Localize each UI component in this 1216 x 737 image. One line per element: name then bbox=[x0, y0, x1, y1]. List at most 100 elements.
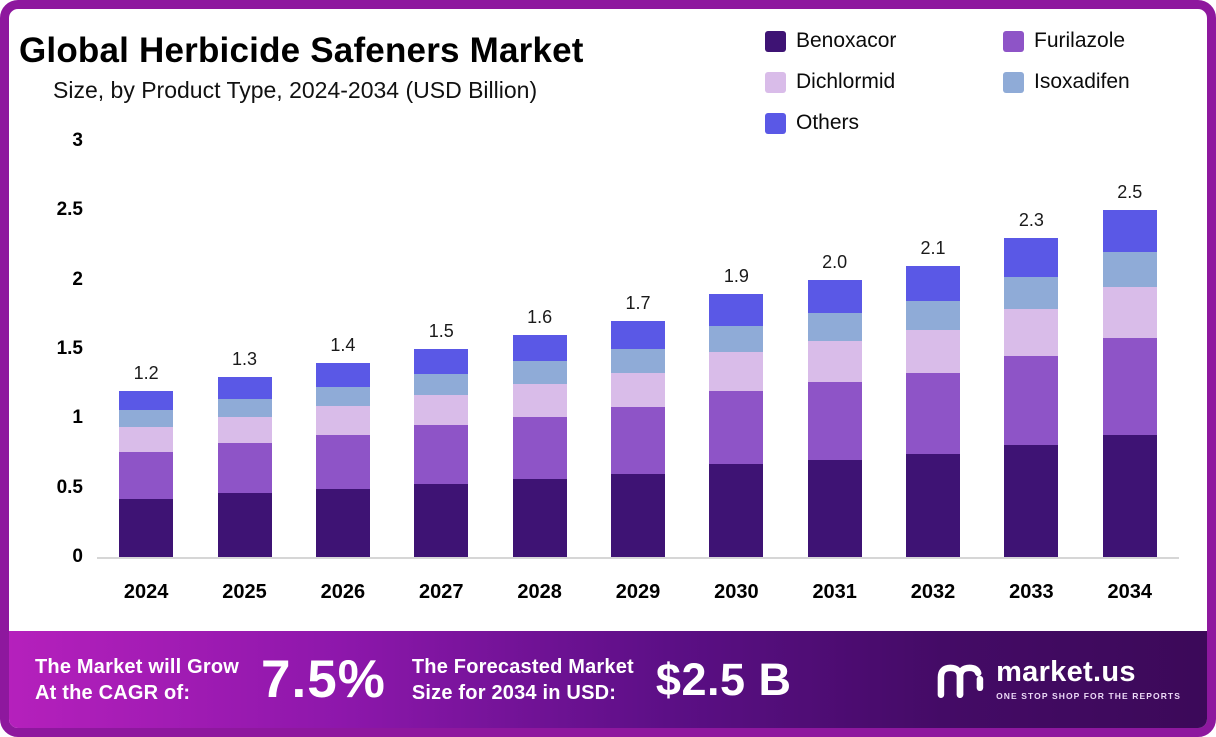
bar-column: 1.6 bbox=[490, 141, 588, 557]
bar-stack bbox=[610, 321, 665, 557]
bar-column: 2.1 bbox=[884, 141, 982, 557]
bar-segment-isoxadifen bbox=[709, 325, 764, 352]
bar-stack bbox=[709, 293, 764, 557]
bar-segment-benoxacor bbox=[414, 483, 469, 557]
bar-segment-furilazole bbox=[807, 382, 862, 460]
bar-segment-isoxadifen bbox=[807, 312, 862, 341]
brand-tagline: ONE STOP SHOP FOR THE REPORTS bbox=[996, 691, 1181, 701]
legend-swatch bbox=[765, 112, 786, 134]
bar-total-label: 1.6 bbox=[527, 307, 553, 328]
x-tick-label: 2025 bbox=[222, 581, 267, 603]
bar-segment-others bbox=[119, 390, 174, 411]
bar-segment-furilazole bbox=[119, 451, 174, 499]
bar-segment-isoxadifen bbox=[217, 399, 272, 418]
bar-segment-dichlormid bbox=[315, 405, 370, 436]
legend-item-dichlormid: Dichlormid bbox=[765, 70, 1003, 94]
forecast-label: The Forecasted Market Size for 2034 in U… bbox=[412, 654, 634, 706]
bar-total-label: 1.5 bbox=[428, 321, 454, 342]
y-tick-label: 0 bbox=[72, 546, 83, 567]
bar-stack bbox=[906, 265, 961, 557]
bar-segment-furilazole bbox=[414, 425, 469, 484]
legend-label: Dichlormid bbox=[796, 70, 896, 93]
marketus-logo-icon bbox=[937, 664, 984, 698]
x-tick-label: 2031 bbox=[812, 581, 857, 603]
x-tick-label: 2027 bbox=[419, 581, 464, 603]
legend-item-benoxacor: Benoxacor bbox=[765, 29, 1003, 53]
bar-column: 1.4 bbox=[294, 141, 392, 557]
bar-total-label: 2.1 bbox=[920, 237, 946, 258]
bar-stack bbox=[217, 376, 272, 557]
bar-segment-dichlormid bbox=[807, 340, 862, 383]
legend-label: Others bbox=[796, 111, 860, 134]
bar-column: 1.7 bbox=[589, 141, 687, 557]
forecast-label-line2: Size for 2034 in USD: bbox=[411, 681, 617, 704]
bar-segment-isoxadifen bbox=[119, 410, 174, 427]
bar-segment-isoxadifen bbox=[1004, 277, 1059, 309]
legend-label: Benoxacor bbox=[796, 29, 897, 52]
legend-item-furilazole: Furilazole bbox=[1003, 29, 1185, 53]
cagr-value: 7.5% bbox=[261, 650, 386, 709]
bar-segment-dichlormid bbox=[119, 426, 174, 452]
footer-banner: The Market will Grow At the CAGR of: 7.5… bbox=[9, 631, 1207, 728]
x-axis: 2024 2025 2026 2027 2028 2029 2030 2031 2032 2033… bbox=[97, 581, 1179, 604]
bar-segment-furilazole bbox=[1004, 356, 1059, 445]
x-tick-label: 2034 bbox=[1107, 581, 1153, 603]
x-tick-label: 2030 bbox=[714, 581, 759, 603]
bar-column: 1.3 bbox=[195, 141, 293, 557]
forecast-label-line1: The Forecasted Market bbox=[411, 655, 634, 678]
bar-segment-others bbox=[414, 349, 469, 375]
bar-segment-isoxadifen bbox=[315, 386, 370, 406]
bar-segment-isoxadifen bbox=[906, 300, 961, 330]
bar-total-label: 2.5 bbox=[1117, 182, 1143, 203]
bar-segment-dichlormid bbox=[1102, 286, 1157, 338]
bar-segment-benoxacor bbox=[315, 489, 370, 557]
bar-segment-benoxacor bbox=[610, 473, 665, 557]
bar-total-label: 2.3 bbox=[1018, 210, 1044, 231]
bar-segment-furilazole bbox=[906, 372, 961, 455]
bar-column: 2.3 bbox=[982, 141, 1080, 557]
chart-legend: Benoxacor Furilazole Dichlormid Isoxadifen O… bbox=[765, 29, 1185, 135]
y-tick-label: 2 bbox=[72, 268, 83, 290]
bar-segment-dichlormid bbox=[217, 417, 272, 444]
x-tick-label: 2029 bbox=[615, 581, 661, 603]
bar-segment-benoxacor bbox=[906, 454, 961, 557]
bar-stack bbox=[1004, 238, 1059, 557]
bar-total-label: 1.9 bbox=[723, 265, 749, 286]
bar-segment-isoxadifen bbox=[512, 361, 567, 384]
bar-column: 1.2 bbox=[97, 141, 195, 557]
bar-stack bbox=[807, 279, 862, 557]
bar-segment-benoxacor bbox=[1102, 435, 1157, 557]
legend-label: Furilazole bbox=[1034, 29, 1126, 52]
x-tick-label: 2024 bbox=[123, 581, 169, 603]
bar-segment-benoxacor bbox=[217, 493, 272, 557]
x-tick-label: 2026 bbox=[320, 581, 366, 603]
bar-segment-furilazole bbox=[512, 416, 567, 480]
bar-segment-others bbox=[217, 376, 272, 400]
bar-segment-furilazole bbox=[217, 443, 272, 494]
bar-segment-others bbox=[315, 362, 370, 387]
bar-segment-others bbox=[610, 321, 665, 349]
brand-logo: market.us ONE STOP SHOP FOR THE REPORTS bbox=[934, 657, 1181, 703]
bar-total-label: 1.4 bbox=[330, 334, 356, 355]
legend-item-others: Others bbox=[765, 111, 1003, 135]
y-axis: 0 0.5 1 1.5 2 2.5 3 bbox=[9, 130, 91, 567]
bar-segment-others bbox=[709, 293, 764, 326]
chart-plot: 1.2 1.3 1.4 1.5 1.6 1.7 1.9 2.0 2.1 2.3 2.5 bbox=[97, 141, 1179, 559]
cagr-label: The Market will Grow At the CAGR of: bbox=[35, 654, 239, 706]
brand-name: market.us bbox=[996, 656, 1136, 688]
y-tick-label: 2.5 bbox=[56, 199, 83, 221]
bar-segment-dichlormid bbox=[512, 383, 567, 417]
bar-segment-others bbox=[1004, 238, 1059, 278]
forecast-value: $2.5 B bbox=[655, 653, 792, 705]
bar-segment-dichlormid bbox=[906, 329, 961, 373]
legend-swatch bbox=[1003, 30, 1024, 52]
legend-swatch bbox=[765, 71, 786, 93]
x-tick-label: 2028 bbox=[517, 581, 562, 603]
bar-segment-dichlormid bbox=[1004, 308, 1059, 357]
y-tick-label: 1 bbox=[72, 407, 83, 429]
bar-segment-benoxacor bbox=[807, 459, 862, 557]
bar-segment-dichlormid bbox=[414, 394, 469, 426]
bar-segment-furilazole bbox=[1102, 337, 1157, 435]
bar-segment-benoxacor bbox=[512, 479, 567, 557]
bar-total-label: 2.0 bbox=[822, 251, 848, 272]
